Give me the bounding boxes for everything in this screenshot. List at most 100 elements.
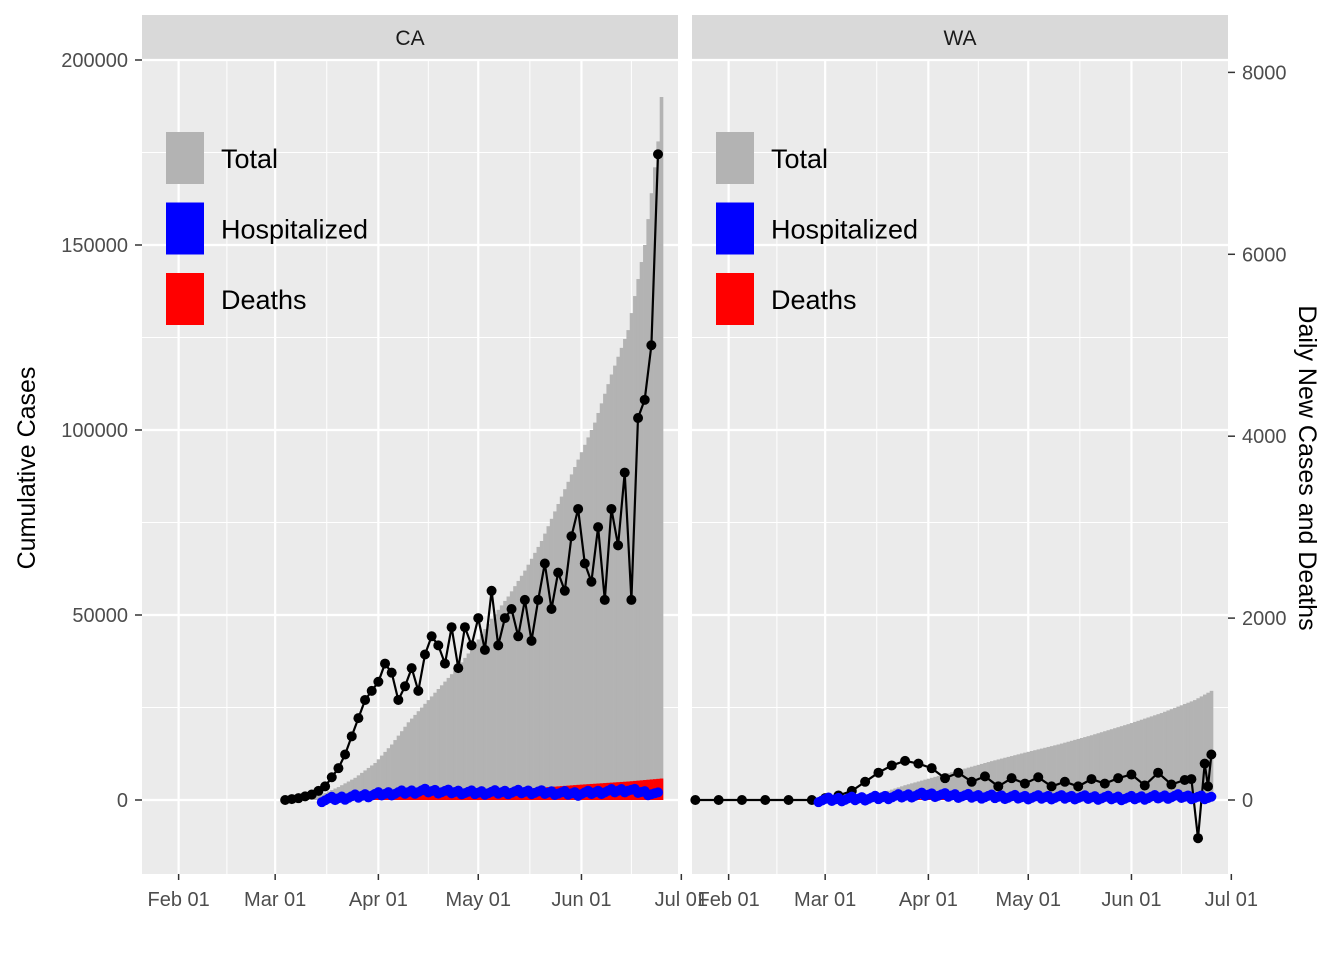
gridlines [678, 58, 1228, 874]
total-bar [1089, 735, 1094, 800]
daily-new-point [1086, 774, 1097, 785]
total-bar [1196, 698, 1201, 800]
legend: Total Hospitalized Deaths [716, 132, 918, 325]
legend-swatch [166, 132, 204, 184]
total-bar [993, 760, 997, 800]
total-bar [656, 141, 660, 800]
facet-strip-label: CA [395, 27, 424, 50]
total-bar [1136, 720, 1141, 800]
deaths-bar [419, 794, 424, 800]
x-tick-label: Mar 01 [244, 889, 306, 911]
total-bar [1083, 737, 1087, 800]
total-bar [606, 384, 611, 800]
legend-label: Deaths [771, 285, 857, 315]
deaths-bar [423, 794, 427, 800]
y-axis-title-left: Cumulative Cases [13, 367, 41, 570]
daily-new-point [626, 594, 637, 605]
daily-new-point [499, 613, 510, 624]
total-bar [390, 744, 394, 800]
legend-label: Total [771, 144, 828, 174]
total-bar [1159, 713, 1164, 800]
total-bar [1003, 757, 1007, 800]
daily-new-point [1033, 772, 1044, 783]
total-bar [1049, 746, 1054, 800]
total-bar [459, 662, 464, 800]
total-bar [960, 769, 964, 800]
total-bar [353, 777, 358, 800]
y-tick-label-left: 150000 [61, 235, 128, 257]
total-bar [1166, 710, 1171, 800]
total-bar [386, 748, 391, 800]
hospitalized-point [653, 787, 664, 798]
total-bar [1119, 726, 1124, 800]
total-bar [446, 677, 451, 800]
daily-new-point [386, 667, 397, 678]
daily-new-point [346, 731, 357, 742]
total-bar [453, 670, 457, 800]
total-bar [469, 649, 474, 800]
facet-strip [142, 15, 678, 60]
total-bar [503, 600, 507, 800]
legend-swatch [716, 273, 754, 325]
total-bar [943, 774, 947, 800]
daily-new-point [1059, 776, 1070, 787]
total-bar [1133, 721, 1137, 800]
total-bar [1156, 714, 1161, 800]
y-axis-left: 0 50000 100000 150000 200000 [61, 50, 142, 812]
total-bar [366, 767, 371, 800]
total-bar [623, 338, 627, 800]
total-bar [609, 374, 614, 800]
total-bar [1143, 718, 1147, 800]
y-tick-label-left: 0 [117, 790, 128, 812]
legend-label: Deaths [221, 285, 307, 315]
daily-new-point [1099, 778, 1110, 789]
daily-new-point [1006, 773, 1017, 784]
daily-new-point [690, 795, 701, 805]
total-bar [403, 726, 407, 800]
total-bar [479, 634, 484, 800]
daily-new-point [439, 658, 450, 669]
total-bar [1023, 752, 1027, 800]
total-bar [1203, 694, 1207, 800]
total-bar [1209, 690, 1214, 800]
total-bar [643, 245, 647, 800]
total-bar [436, 689, 441, 800]
total-bar [376, 759, 381, 800]
total-bar [429, 696, 434, 800]
deaths-bar [406, 795, 411, 800]
total-bar [639, 262, 644, 800]
total-bar [539, 541, 544, 800]
total-bar [576, 459, 581, 800]
total-bar [1063, 742, 1067, 800]
total-bar [1186, 702, 1191, 800]
total-bar [519, 575, 524, 800]
daily-new-point [559, 585, 570, 596]
total-bar [1109, 729, 1114, 800]
x-tick-label: May 01 [445, 889, 511, 911]
daily-new-point [326, 772, 337, 783]
total-bar [983, 763, 987, 800]
total-bar [489, 618, 494, 800]
daily-new-point [713, 795, 724, 805]
total-bar [493, 614, 497, 800]
total-bar [1103, 731, 1107, 800]
total-bar [563, 489, 567, 800]
daily-new-point [419, 649, 430, 660]
total-bar [1149, 716, 1154, 800]
panel-wa: WA Total Hospitalized Deaths Feb 01 Mar 01 Apr… [678, 15, 1258, 911]
total-bar [553, 511, 557, 800]
daily-new-point [426, 631, 437, 642]
total-bar [653, 167, 657, 801]
y-axis-right: 0 2000 4000 6000 8000 [1228, 62, 1287, 812]
daily-new-point [526, 635, 537, 646]
total-bar [1026, 751, 1031, 800]
total-bar [976, 764, 981, 800]
total-bar [1146, 717, 1151, 800]
total-bar [1076, 738, 1081, 800]
total-bar [579, 452, 584, 800]
daily-new-point [519, 594, 530, 605]
x-tick-label: Feb 01 [697, 889, 759, 911]
daily-new-point [613, 540, 624, 551]
y-tick-label-right: 8000 [1242, 62, 1287, 84]
cumulative-bars [283, 97, 664, 801]
